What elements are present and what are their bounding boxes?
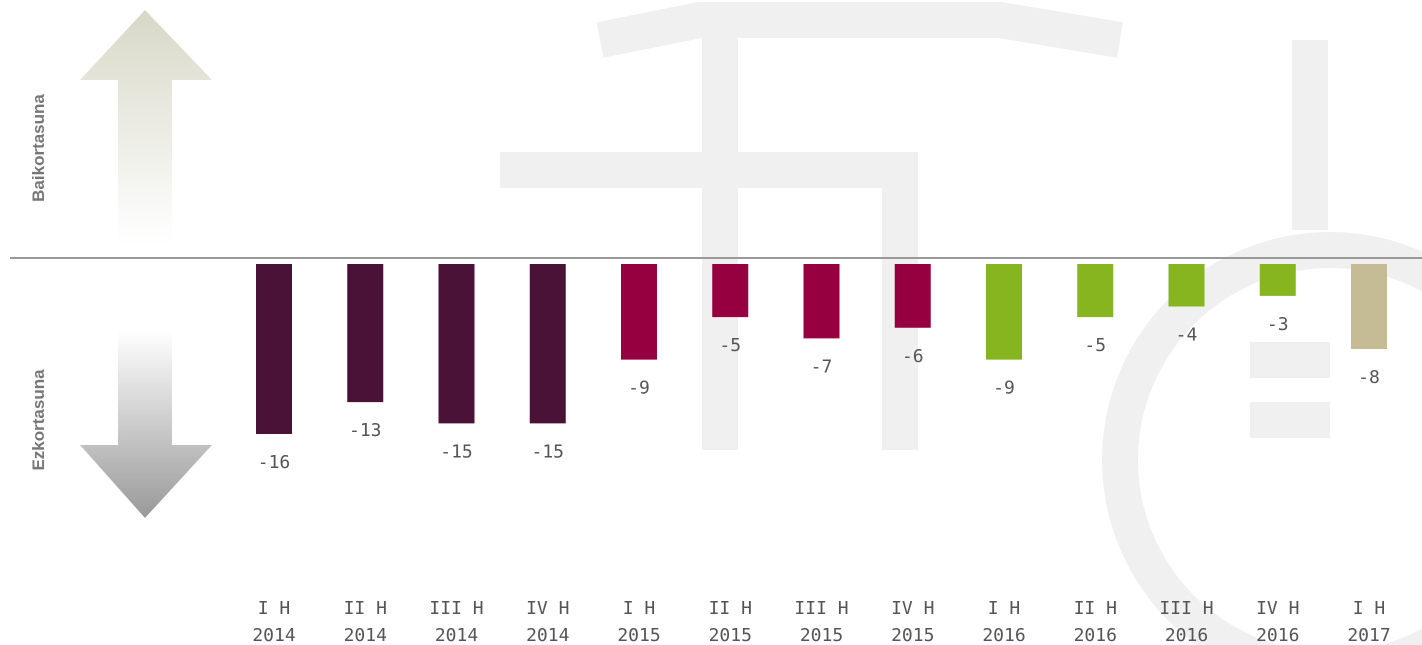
value-label: -8 [1358, 367, 1380, 388]
value-label: -5 [1084, 335, 1106, 356]
x-tick-label: I H [258, 598, 291, 619]
x-tick-label: 2017 [1347, 625, 1390, 645]
x-tick-label: 2015 [800, 625, 843, 645]
x-tick-label: I H [623, 598, 656, 619]
x-tick-label: III H [429, 598, 483, 619]
bar [529, 264, 566, 424]
value-label: -16 [258, 452, 291, 473]
x-tick-label: IV H [1256, 598, 1299, 619]
x-tick-label: 2015 [891, 625, 934, 645]
bar [1077, 264, 1114, 318]
bar [347, 264, 384, 403]
x-tick-label: II H [344, 598, 387, 619]
bar [1351, 264, 1387, 349]
value-label: -6 [902, 346, 924, 367]
value-label: -9 [628, 378, 650, 399]
x-tick-label: 2014 [526, 625, 569, 645]
x-tick-label: I H [1353, 598, 1386, 619]
value-label: -13 [349, 420, 382, 441]
x-tick-label: 2016 [1074, 625, 1117, 645]
x-tick-label: IV H [526, 598, 569, 619]
value-label: -9 [993, 378, 1015, 399]
value-label: -3 [1267, 314, 1289, 335]
x-tick-label: II H [709, 598, 752, 619]
value-label: -15 [440, 441, 473, 462]
x-tick-label: IV H [891, 598, 934, 619]
x-tick-label: 2014 [435, 625, 478, 645]
x-tick-label: 2016 [1165, 625, 1208, 645]
watermark [500, 2, 1422, 645]
bar [986, 264, 1022, 360]
value-label: -15 [531, 441, 564, 462]
x-tick-label: III H [1159, 598, 1213, 619]
bar [1259, 264, 1296, 296]
down-arrow [80, 330, 212, 518]
up-arrow [80, 10, 212, 245]
x-tick-label: 2016 [1256, 625, 1299, 645]
x-tick-label: I H [988, 598, 1021, 619]
bar [712, 264, 749, 318]
x-tick-label: 2014 [252, 625, 295, 645]
value-label: -7 [811, 356, 833, 377]
x-tick-label: III H [794, 598, 848, 619]
value-label: -5 [719, 335, 741, 356]
x-tick-label: 2015 [709, 625, 752, 645]
bar [438, 264, 475, 424]
bar [894, 264, 931, 328]
axis-label-positive: Baikortasuna [29, 94, 48, 202]
bar [1168, 264, 1205, 307]
axis-label-negative: Ezkortasuna [29, 369, 48, 471]
x-tick-label: 2016 [982, 625, 1025, 645]
x-tick-label: 2014 [344, 625, 387, 645]
x-tick-label: II H [1074, 598, 1117, 619]
x-tick-label: 2015 [617, 625, 660, 645]
bar [621, 264, 657, 360]
bar [256, 264, 292, 434]
bar [803, 264, 840, 339]
value-label: -4 [1176, 325, 1198, 346]
